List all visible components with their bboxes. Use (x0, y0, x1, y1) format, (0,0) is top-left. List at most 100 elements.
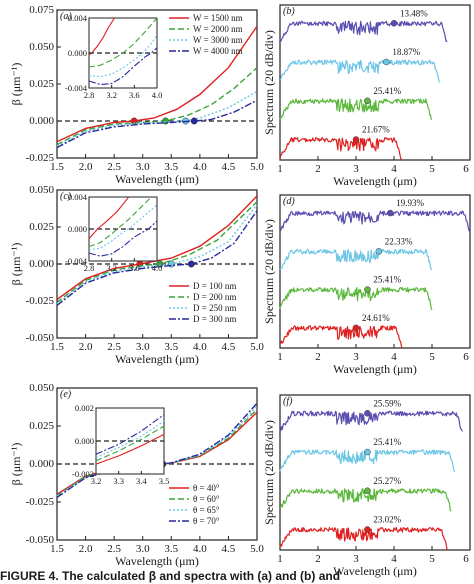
spectrum-line (279, 248, 433, 271)
y-tick-label: -0.025 (26, 295, 55, 307)
efficiency-point (352, 136, 360, 143)
efficiency-label: 25.27% (373, 476, 401, 486)
x-tick-label: 4.0 (193, 161, 207, 173)
efficiency-point (386, 209, 394, 217)
x-tick-label: 5.0 (250, 161, 264, 173)
y-axis-label: β (μm⁻¹) (9, 443, 23, 486)
inset-x-tick-label: 3.5 (159, 476, 170, 486)
x-tick-label: 6 (463, 163, 469, 175)
efficiency-point (383, 58, 390, 66)
x-axis-label: Wavelength (μm) (115, 172, 199, 186)
plot-frame (279, 394, 471, 551)
x-tick-label: 1 (277, 351, 283, 363)
y-tick-label: 0.025 (29, 78, 54, 90)
inset-series-line (88, 196, 152, 248)
inset-x-tick-label: 3.2 (91, 476, 102, 486)
y-tick-label: 0.050 (29, 184, 54, 196)
x-tick-label: 2 (315, 553, 321, 565)
efficiency-label: 23.02% (373, 515, 401, 525)
inset: 3.2 3.3 3.4 3.5 -0.002 0.000 0.002 (72, 403, 169, 486)
inset-series-line (88, 35, 158, 78)
series-line (56, 201, 258, 304)
series-line (56, 204, 258, 305)
efficiency-label: 22.33% (385, 236, 413, 246)
inset-x-tick-label: 2.8 (84, 263, 95, 273)
x-tick-label: 2.0 (79, 161, 93, 173)
x-axis-label: Wavelength (μm) (115, 554, 199, 568)
x-tick-label: 1.5 (50, 341, 64, 353)
inset-series-line (88, 47, 158, 86)
y-axis-label: β (μm⁻¹) (9, 63, 23, 106)
efficiency-label: 18.87% (392, 47, 420, 57)
x-tick-label: 5.0 (250, 543, 264, 555)
x-axis-label: Wavelength (μm) (333, 362, 417, 376)
y-tick-label: 0.050 (29, 41, 54, 53)
x-tick-label: 3 (353, 553, 359, 565)
zero-crossing-point (187, 260, 195, 268)
x-tick-label: 5 (429, 163, 435, 175)
inset-x-tick-label: 3.3 (113, 476, 124, 486)
beta-panel-e: (e) 1.5 2.0 2.5 3.0 3.5 4.0 4.5 5.0 -0.050 -0.025 0… (9, 382, 264, 568)
inset-y-tick-label: 0.004 (68, 192, 88, 202)
spectrum-line (279, 287, 433, 311)
spectrum-line (279, 98, 433, 120)
inset-y-tick-label: 0.004 (68, 13, 88, 23)
spectrum-panel-d: (d) 1 2 3 4 5 6 Wavelength (μm) Spectrum (20 dB/… (262, 194, 471, 376)
spectrum-line (279, 137, 403, 161)
inset-y-tick-label: 0.002 (75, 403, 94, 413)
efficiency-point (375, 248, 383, 255)
inset-series-line (95, 420, 165, 459)
legend-label: W = 2000 nm (193, 24, 243, 34)
inset: 2.8 3.2 3.6 4.0 -0.004 0.000 0.004 (65, 192, 162, 273)
zero-crossing-point (190, 117, 198, 125)
inset-x-tick-label: 4.0 (152, 263, 163, 273)
x-tick-label: 2.5 (107, 543, 121, 555)
efficiency-point (364, 487, 371, 495)
efficiency-point (390, 20, 398, 27)
y-tick-label: -0.050 (26, 534, 55, 546)
x-tick-label: 3.5 (164, 341, 178, 353)
y-tick-label: 0.050 (29, 382, 54, 394)
x-tick-label: 2.5 (107, 161, 121, 173)
beta-panel-c: (c) 1.5 2.0 2.5 3.0 3.5 4.0 4.5 5.0 -0.050 -0.025 0… (9, 184, 264, 366)
x-axis-label: Wavelength (μm) (115, 352, 199, 366)
x-tick-label: 3.0 (136, 161, 150, 173)
x-tick-label: 2.0 (79, 543, 93, 555)
x-tick-label: 6 (463, 351, 469, 363)
series-line (56, 90, 258, 147)
x-tick-label: 3 (353, 163, 359, 175)
spectrum-line (279, 59, 441, 83)
x-tick-label: 3.5 (164, 161, 178, 173)
efficiency-point (364, 286, 371, 293)
figure-caption: FIGURE 4. The calculated β and spectra w… (0, 569, 341, 583)
spectrum-panel-f: (f) 1 2 3 4 5 6 Wavelength (μm) Spectrum (20 dB/… (262, 394, 471, 578)
x-tick-label: 3.0 (136, 341, 150, 353)
x-tick-label: 4 (391, 553, 397, 565)
x-tick-label: 2 (315, 163, 321, 175)
plot-frame (279, 194, 471, 349)
efficiency-point (364, 97, 371, 105)
inset-y-tick-label: -0.002 (72, 469, 94, 479)
inset-x-tick-label: 4.0 (152, 90, 163, 100)
inset-x-tick-label: 3.2 (106, 90, 117, 100)
efficiency-label: 13.48% (400, 8, 428, 18)
inset-series-line (95, 425, 165, 462)
y-axis-label: β (μm⁻¹) (9, 243, 23, 286)
y-tick-label: 0.075 (29, 4, 54, 16)
series-line (56, 25, 258, 143)
inset-series-line (88, 196, 130, 239)
panel-label: (a) (60, 11, 72, 22)
x-tick-label: 4.0 (193, 543, 207, 555)
spectrum-line (279, 210, 471, 233)
x-tick-label: 4 (391, 163, 397, 175)
x-tick-label: 4.5 (222, 161, 236, 173)
legend-label: D = 250 nm (193, 303, 236, 313)
x-tick-label: 4 (391, 351, 397, 363)
efficiency-label: 25.41% (373, 275, 401, 285)
inset-series-line (88, 220, 158, 257)
legend-label: W = 1500 nm (193, 13, 243, 23)
spectrum-line (279, 526, 448, 551)
inset-series-line (88, 17, 158, 68)
efficiency-label: 25.59% (373, 398, 401, 408)
